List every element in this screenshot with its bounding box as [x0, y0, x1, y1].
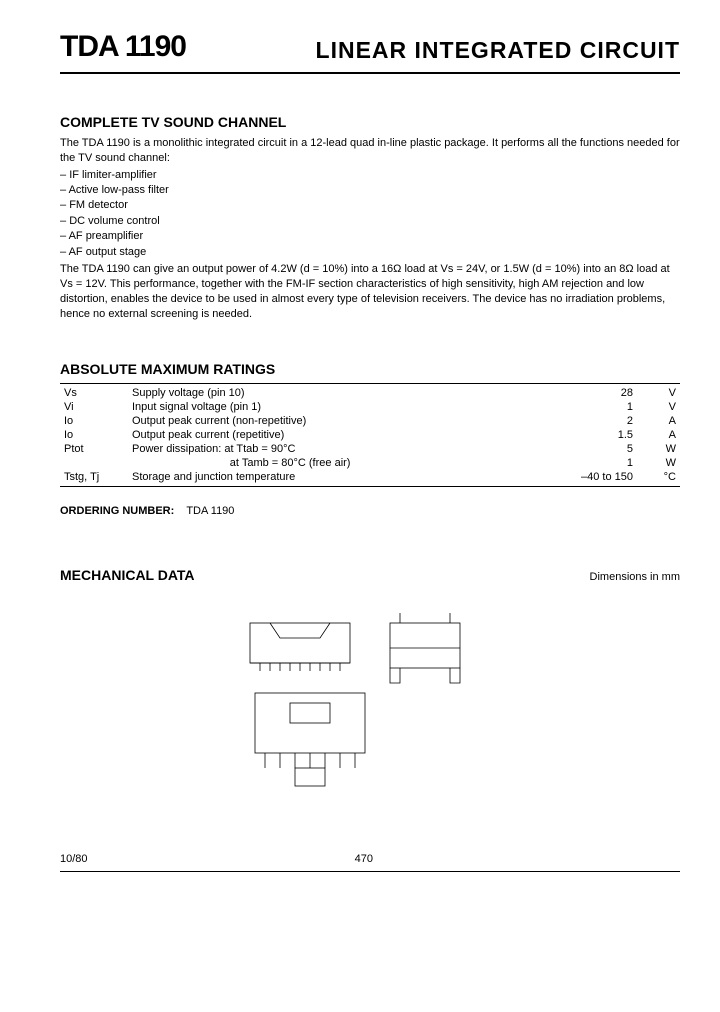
list-item: DC volume control: [60, 214, 680, 229]
doc-title: LINEAR INTEGRATED CIRCUIT: [316, 37, 680, 64]
footer-page-number: 470: [355, 853, 373, 865]
rating-value: –40 to 150: [549, 470, 637, 484]
rating-symbol: Io: [60, 428, 128, 442]
rating-desc: Power dissipation: at Ttab = 90°C: [128, 442, 549, 456]
rating-symbol: [60, 456, 128, 470]
table-row: Vs Supply voltage (pin 10) 28 V: [60, 386, 680, 400]
rating-desc: Supply voltage (pin 10): [128, 386, 549, 400]
rating-symbol: Vs: [60, 386, 128, 400]
section1-title: COMPLETE TV SOUND CHANNEL: [60, 114, 680, 130]
mechanical-row: MECHANICAL DATA Dimensions in mm: [60, 567, 680, 583]
header-row: TDA 1190 LINEAR INTEGRATED CIRCUIT: [60, 30, 680, 64]
rating-symbol: Io: [60, 414, 128, 428]
rating-desc: Output peak current (non-repetitive): [128, 414, 549, 428]
rating-value: 28: [549, 386, 637, 400]
rating-unit: V: [637, 400, 680, 414]
rating-value: 1.5: [549, 428, 637, 442]
rating-unit: W: [637, 456, 680, 470]
dimensions-note: Dimensions in mm: [590, 571, 680, 583]
rating-value: 2: [549, 414, 637, 428]
list-item: FM detector: [60, 198, 680, 213]
ordering-row: ORDERING NUMBER: TDA 1190: [60, 505, 680, 517]
rating-desc: Output peak current (repetitive): [128, 428, 549, 442]
list-item: Active low-pass filter: [60, 183, 680, 198]
table-row: Vi Input signal voltage (pin 1) 1 V: [60, 400, 680, 414]
rating-value: 1: [549, 456, 637, 470]
header-rule: [60, 72, 680, 74]
feature-list: IF limiter-amplifier Active low-pass fil…: [60, 168, 680, 260]
rating-value: 5: [549, 442, 637, 456]
rating-symbol: Ptot: [60, 442, 128, 456]
ratings-table: Vs Supply voltage (pin 10) 28 V Vi Input…: [60, 386, 680, 484]
list-item: IF limiter-amplifier: [60, 168, 680, 183]
ordering-label: ORDERING NUMBER:: [60, 505, 174, 517]
rating-unit: V: [637, 386, 680, 400]
table-row: Tstg, Tj Storage and junction temperatur…: [60, 470, 680, 484]
table-row: Io Output peak current (repetitive) 1.5 …: [60, 428, 680, 442]
ordering-value: TDA 1190: [186, 505, 234, 517]
list-item: AF output stage: [60, 245, 680, 260]
rating-value: 1: [549, 400, 637, 414]
ratings-rule-top: [60, 383, 680, 384]
mechanical-title: MECHANICAL DATA: [60, 567, 195, 583]
rating-unit: A: [637, 428, 680, 442]
ratings-title: ABSOLUTE MAXIMUM RATINGS: [60, 361, 680, 377]
footer: 10/80 470: [60, 853, 680, 865]
table-row: at Tamb = 80°C (free air) 1 W: [60, 456, 680, 470]
ratings-rule-bottom: [60, 486, 680, 487]
package-drawing-icon: [240, 613, 500, 793]
section1-intro: The TDA 1190 is a monolithic integrated …: [60, 136, 680, 166]
table-row: Ptot Power dissipation: at Ttab = 90°C 5…: [60, 442, 680, 456]
table-row: Io Output peak current (non-repetitive) …: [60, 414, 680, 428]
rating-desc: Storage and junction temperature: [128, 470, 549, 484]
list-item: AF preamplifier: [60, 229, 680, 244]
part-number: TDA 1190: [60, 30, 186, 64]
footer-date: 10/80: [60, 853, 88, 865]
footer-rule: [60, 871, 680, 872]
rating-unit: W: [637, 442, 680, 456]
rating-desc: at Tamb = 80°C (free air): [128, 456, 549, 470]
rating-unit: °C: [637, 470, 680, 484]
rating-symbol: Vi: [60, 400, 128, 414]
rating-desc: Input signal voltage (pin 1): [128, 400, 549, 414]
rating-symbol: Tstg, Tj: [60, 470, 128, 484]
section1-para2: The TDA 1190 can give an output power of…: [60, 262, 680, 321]
rating-unit: A: [637, 414, 680, 428]
